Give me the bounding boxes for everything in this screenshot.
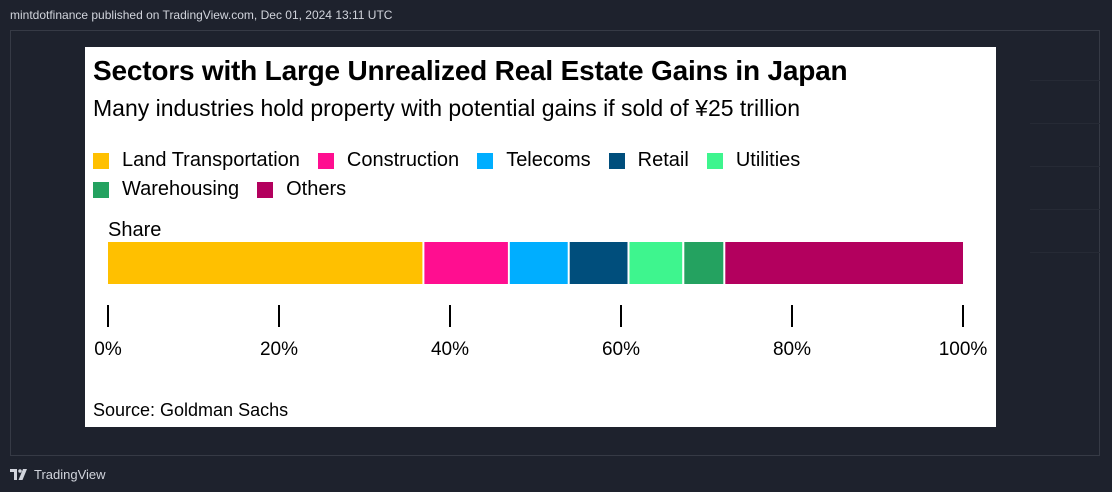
legend-item-utilities: Utilities bbox=[706, 149, 801, 172]
bar-segment-utilities bbox=[629, 242, 683, 284]
brand-name: TradingView bbox=[34, 466, 106, 482]
bar-segment-construction bbox=[424, 242, 508, 284]
legend-item-land-transportation: Land Transportation bbox=[93, 149, 300, 172]
legend-swatch-others bbox=[257, 181, 274, 198]
legend-swatch-telecoms bbox=[477, 152, 494, 169]
chart-title: Sectors with Large Unrealized Real Estat… bbox=[93, 55, 848, 86]
legend-item-construction: Construction bbox=[317, 149, 460, 172]
legend: Land Transportation Construction Telecom… bbox=[93, 146, 973, 204]
chart-subtitle: Many industries hold property with poten… bbox=[93, 95, 800, 121]
legend-label: Utilities bbox=[735, 149, 801, 171]
bar-segment-warehousing bbox=[684, 242, 724, 284]
legend-row-1: Land Transportation Construction Telecom… bbox=[93, 146, 973, 175]
legend-label: Telecoms bbox=[506, 149, 591, 171]
legend-item-warehousing: Warehousing bbox=[93, 178, 239, 201]
stacked-bar-chart: 0% 20% 40% 60% 80% 100% bbox=[94, 242, 988, 360]
legend-swatch-construction bbox=[317, 152, 334, 169]
brand-bar: TradingView bbox=[10, 462, 106, 486]
bar-segment-land-transportation bbox=[108, 242, 423, 284]
bar-segment-retail bbox=[569, 242, 628, 284]
category-label-share: Share bbox=[108, 219, 162, 241]
x-tick-label: 60% bbox=[602, 339, 640, 360]
x-tick-label: 0% bbox=[94, 339, 122, 360]
legend-item-others: Others bbox=[257, 178, 346, 201]
x-tick-label: 20% bbox=[260, 339, 298, 360]
legend-swatch-utilities bbox=[706, 152, 723, 169]
bar-segment-telecoms bbox=[509, 242, 568, 284]
legend-item-telecoms: Telecoms bbox=[477, 149, 591, 172]
bar-segment-others bbox=[725, 242, 963, 284]
x-tick-label: 40% bbox=[431, 339, 469, 360]
legend-item-retail: Retail bbox=[608, 149, 689, 172]
x-tick-label: 100% bbox=[939, 339, 988, 360]
legend-label: Warehousing bbox=[122, 178, 240, 200]
legend-label: Retail bbox=[637, 149, 689, 171]
published-text: mintdotfinance published on TradingView.… bbox=[10, 8, 393, 22]
publish-info-bar: mintdotfinance published on TradingView.… bbox=[10, 0, 1100, 30]
legend-swatch-warehousing bbox=[93, 181, 109, 198]
legend-row-2: Warehousing Others bbox=[93, 175, 973, 204]
chart-source: Source: Goldman Sachs bbox=[93, 400, 289, 420]
chart-card: Sectors with Large Unrealized Real Estat… bbox=[85, 47, 996, 427]
legend-label: Construction bbox=[346, 149, 460, 171]
tradingview-logo-icon bbox=[10, 468, 27, 480]
legend-swatch-retail bbox=[608, 152, 625, 169]
legend-label: Land Transportation bbox=[122, 149, 300, 171]
legend-swatch-land-transportation bbox=[93, 152, 109, 169]
legend-label: Others bbox=[286, 178, 347, 200]
x-tick-label: 80% bbox=[773, 339, 811, 360]
